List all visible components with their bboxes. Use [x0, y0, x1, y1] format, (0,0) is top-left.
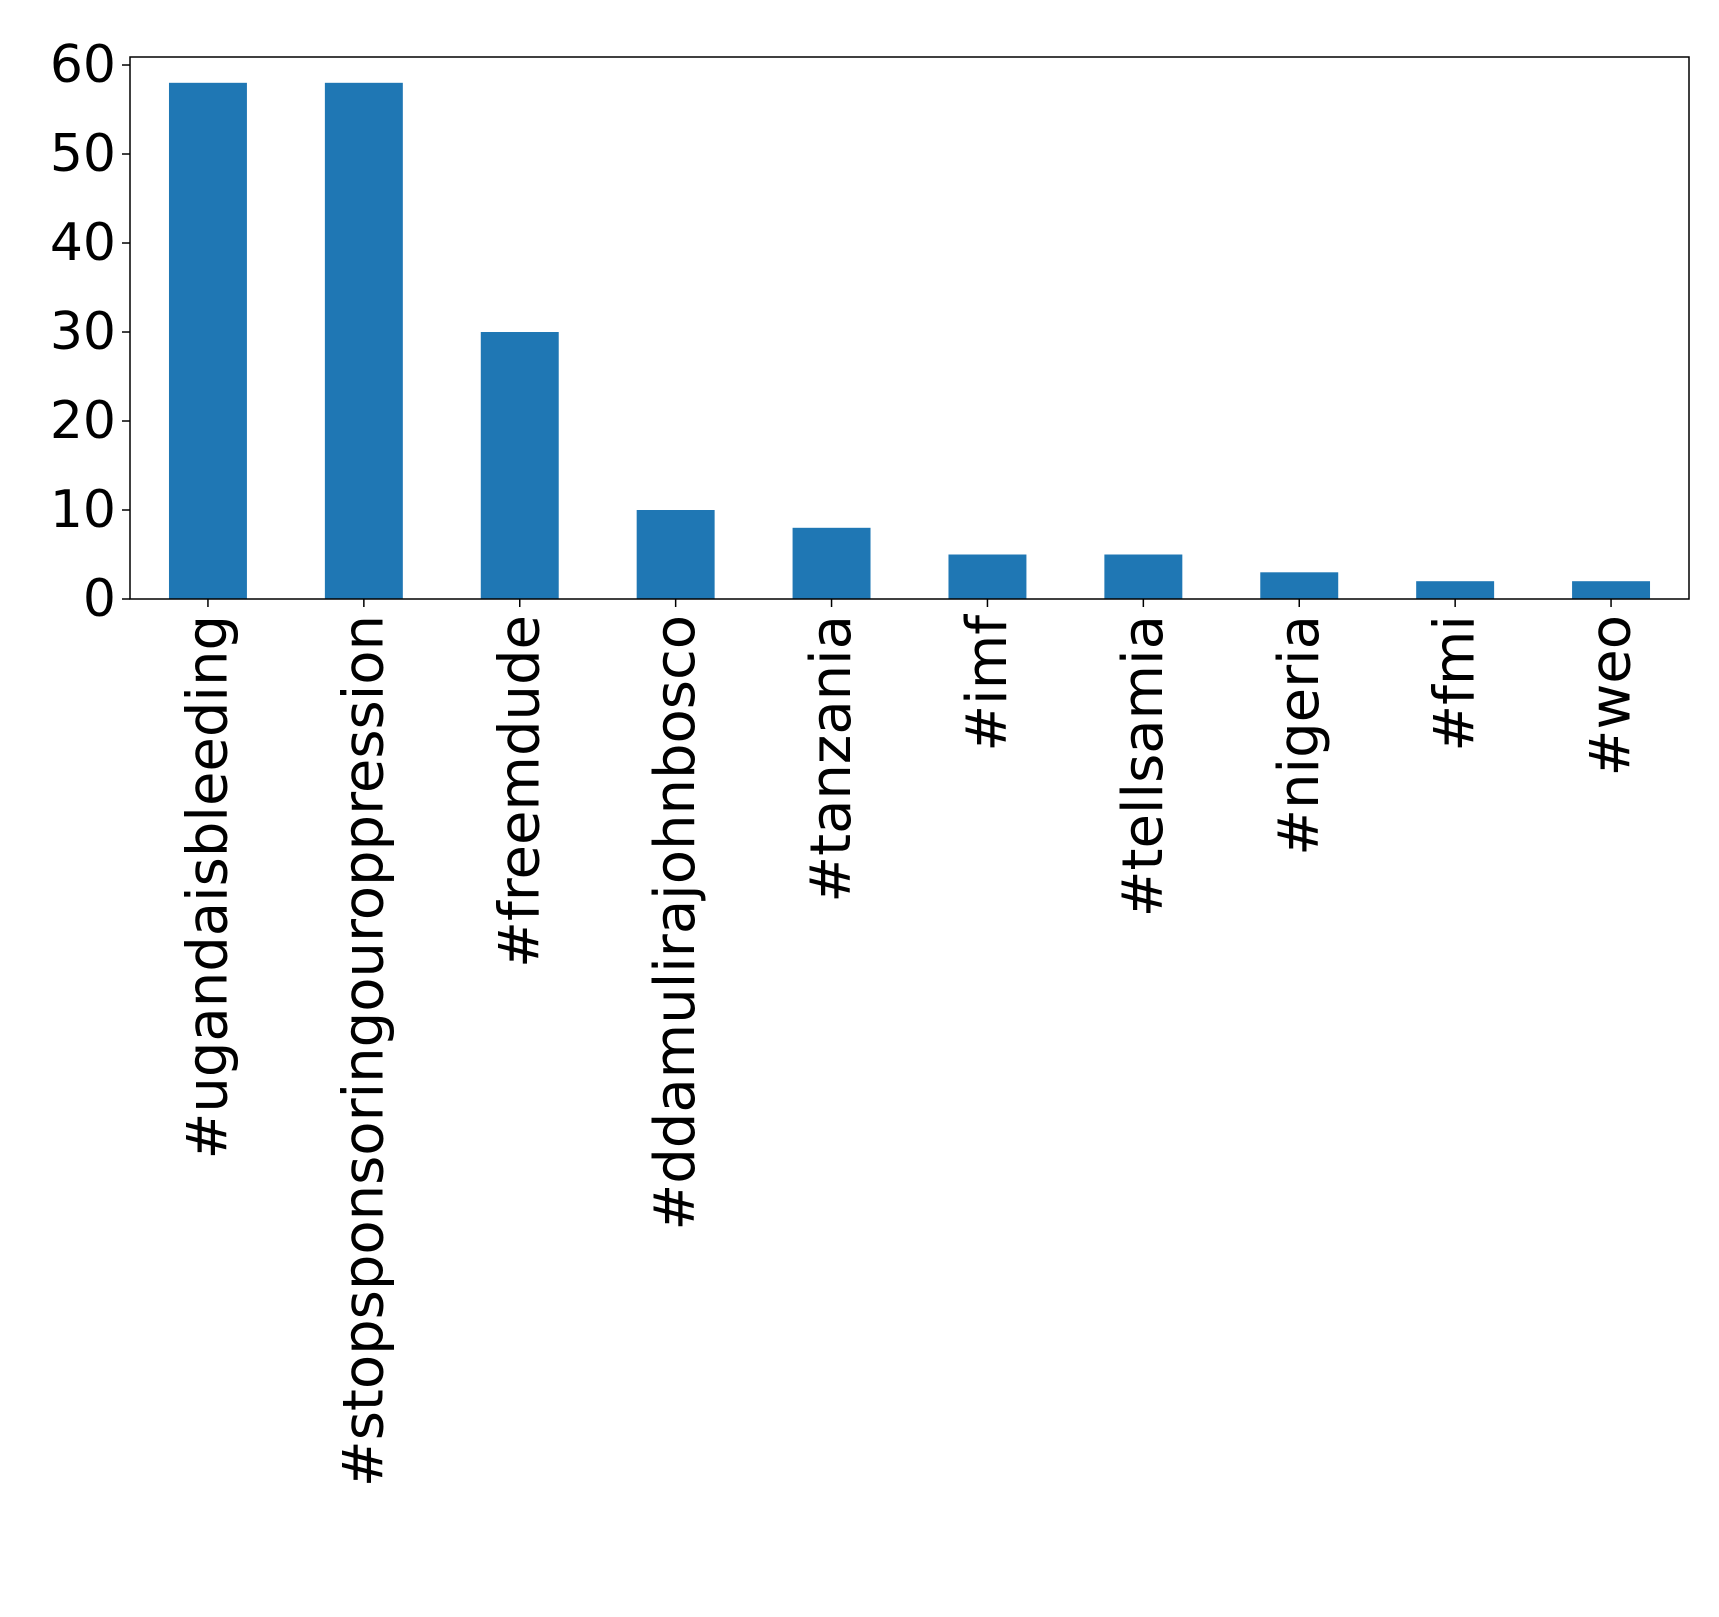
y-tick-label: 40: [50, 213, 116, 273]
bar-stopsponsoringouroppression: [324, 82, 403, 600]
x-tick-label: #ddamulirajohnbosco: [643, 615, 708, 1231]
bar-fmi: [1416, 581, 1495, 599]
x-tick-label: #nigeria: [1267, 615, 1332, 856]
y-tick-label: 0: [83, 569, 116, 629]
bar-tellsamia: [1104, 554, 1183, 599]
bars-layer: [168, 82, 1651, 600]
y-tick-label: 60: [50, 35, 116, 95]
y-axis: 0 10 20 30 40 50 60: [50, 35, 130, 629]
bar-freemdude: [480, 332, 559, 599]
bar-ddamulirajohnbosco: [636, 510, 715, 599]
x-tick-label: #freemdude: [487, 615, 552, 968]
bar-nigeria: [1260, 572, 1339, 599]
x-tick-label: #stopsponsoringouroppression: [331, 615, 396, 1487]
x-tick-label: #weo: [1579, 615, 1644, 776]
x-tick-label: #ugandaisbleeding: [175, 615, 240, 1160]
bar-tanzania: [792, 527, 871, 599]
x-tick-label: #imf: [955, 614, 1020, 752]
bar-ugandaisbleeding: [168, 82, 247, 600]
y-tick-label: 10: [50, 480, 116, 540]
y-tick-label: 30: [50, 302, 116, 362]
x-tick-label: #tanzania: [799, 615, 864, 903]
x-tick-label: #tellsamia: [1111, 615, 1176, 917]
plot-frame: [129, 56, 1690, 600]
x-axis: #ugandaisbleeding #stopsponsoringouroppre…: [175, 599, 1644, 1487]
y-tick-label: 50: [50, 124, 116, 184]
bar-imf: [948, 554, 1027, 599]
x-tick-label: #fmi: [1423, 615, 1488, 752]
bar-weo: [1572, 581, 1651, 599]
y-tick-label: 20: [50, 391, 116, 451]
